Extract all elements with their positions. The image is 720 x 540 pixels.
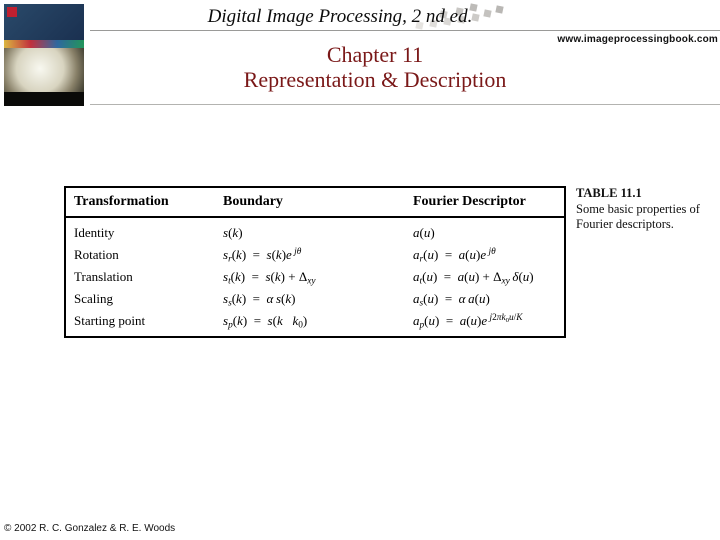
boundary-cell: sp(k) = s(k k0) <box>215 310 405 337</box>
table-header-row: Transformation Boundary Fourier Descript… <box>65 187 565 217</box>
transformation-cell: Scaling <box>65 288 215 310</box>
table-header-cell: Fourier Descriptor <box>405 187 565 217</box>
chapter-number: Chapter 11 <box>90 42 660 67</box>
fourier-cell: a(u) <box>405 217 565 244</box>
table-header-cell: Transformation <box>65 187 215 217</box>
table-caption-text: Some basic properties of Fourier descrip… <box>576 202 700 232</box>
copyright-notice: © 2002 R. C. Gonzalez & R. E. Woods <box>4 523 175 534</box>
transformation-cell: Translation <box>65 266 215 288</box>
table-row: Starting pointsp(k) = s(k k0)ap(u) = a(u… <box>65 310 565 337</box>
table-caption: TABLE 11.1 Some basic properties of Four… <box>576 186 708 233</box>
table-row: Scalingss(k) = α s(k)as(u) = α a(u) <box>65 288 565 310</box>
header-divider-bottom <box>90 104 720 105</box>
boundary-cell: ss(k) = α s(k) <box>215 288 405 310</box>
fourier-cell: ar(u) = a(u)e jθ <box>405 244 565 266</box>
transformation-cell: Starting point <box>65 310 215 337</box>
transformation-cell: Identity <box>65 217 215 244</box>
fourier-cell: ap(u) = a(u)e j2πk0u/K <box>405 310 565 337</box>
book-title: Digital Image Processing, 2 nd ed. <box>90 6 590 28</box>
boundary-cell: s(k) <box>215 217 405 244</box>
transformation-cell: Rotation <box>65 244 215 266</box>
fourier-cell: as(u) = α a(u) <box>405 288 565 310</box>
chapter-title: Representation & Description <box>90 67 660 92</box>
table-row: Identitys(k)a(u) <box>65 217 565 244</box>
fourier-cell: at(u) = a(u) + Δxy δ(u) <box>405 266 565 288</box>
table-row: Translationst(k) = s(k) + Δxyat(u) = a(u… <box>65 266 565 288</box>
table-header-cell: Boundary <box>215 187 405 217</box>
chapter-heading: Chapter 11 Representation & Description <box>90 42 660 93</box>
boundary-cell: sr(k) = s(k)e jθ <box>215 244 405 266</box>
header-divider-top <box>90 30 720 31</box>
boundary-cell: st(k) = s(k) + Δxy <box>215 266 405 288</box>
table-caption-label: TABLE 11.1 <box>576 186 642 200</box>
table-row: Rotationsr(k) = s(k)e jθar(u) = a(u)e jθ <box>65 244 565 266</box>
book-cover-thumbnail <box>4 4 84 106</box>
fourier-descriptors-table: Transformation Boundary Fourier Descript… <box>64 186 566 338</box>
